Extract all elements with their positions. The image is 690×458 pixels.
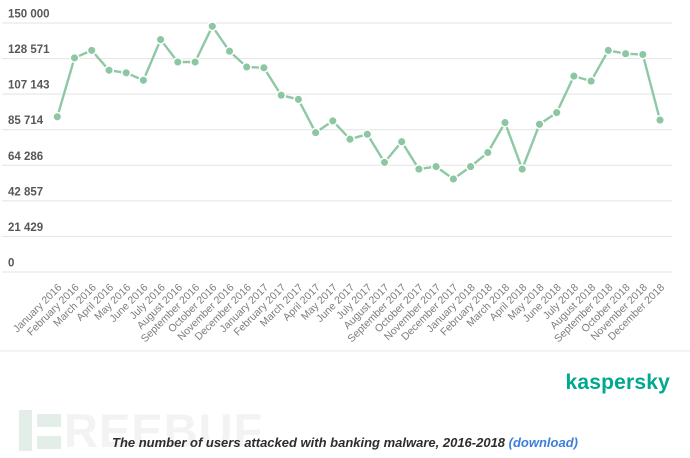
data-point: [190, 56, 201, 68]
data-point: [568, 71, 579, 82]
data-point: [276, 90, 287, 101]
series-line: [56, 25, 662, 181]
data-point: [69, 52, 80, 63]
data-point: [448, 173, 459, 185]
data-point: [344, 134, 356, 145]
y-tick-label: 85 714: [8, 115, 44, 127]
data-point: [293, 94, 304, 105]
data-point: [379, 157, 390, 168]
data-point: [586, 76, 597, 87]
data-point: [224, 46, 235, 57]
data-point: [499, 117, 511, 128]
download-link[interactable]: (download): [508, 435, 578, 450]
data-point: [620, 48, 631, 59]
data-point: [207, 21, 218, 32]
freebuf-watermark-letters: REEBUF: [64, 404, 264, 457]
data-point: [517, 164, 528, 175]
data-point: [362, 129, 373, 140]
freebuf-watermark: REEBUF: [19, 404, 264, 457]
data-point: [431, 161, 442, 172]
data-point: [121, 67, 132, 78]
y-tick-label: 42 857: [8, 186, 43, 198]
chart-canvas: 0 21 429 42 857 64 286 85 714 107 143 128 571 1…: [0, 9, 690, 352]
data-point: [413, 164, 424, 175]
footer: kaspersky REEBUF The number of users att…: [0, 355, 690, 458]
data-point: [258, 62, 269, 73]
data-point: [155, 34, 166, 45]
y-tick-label: 150 000: [8, 9, 50, 21]
data-point: [86, 45, 97, 56]
data-point: [534, 119, 545, 130]
data-point: [138, 75, 149, 86]
data-point: [551, 107, 562, 118]
y-tick-label: 0: [8, 258, 14, 270]
data-point: [482, 147, 493, 158]
data-point: [603, 45, 614, 56]
freebuf-logo-bar-bottom-icon: [37, 436, 61, 449]
data-point: [465, 161, 476, 172]
data-point: [103, 65, 115, 76]
caption-text: The number of users attacked with bankin…: [112, 435, 506, 450]
data-point: [637, 49, 648, 60]
data-point: [654, 115, 666, 126]
freebuf-logo-vertical-bar-icon: [19, 410, 32, 451]
banking-malware-chart: 0 21 429 42 857 64 286 85 714 107 143 128 571 1…: [0, 9, 690, 352]
y-tick-label: 128 571: [8, 44, 50, 56]
freebuf-logo-bar-top-icon: [37, 414, 61, 427]
kaspersky-logo: kaspersky: [565, 371, 670, 394]
data-point: [241, 61, 252, 73]
freebuf-logo-f-icon: [37, 410, 61, 449]
y-tick-label: 21 429: [8, 222, 43, 234]
data-point: [327, 115, 338, 126]
data-point: [310, 127, 321, 138]
y-tick-label: 64 286: [8, 151, 43, 163]
chart-caption: The number of users attacked with bankin…: [0, 435, 690, 450]
data-point: [396, 136, 407, 147]
y-tick-label: 107 143: [8, 80, 50, 92]
data-point: [172, 56, 183, 68]
data-point: [52, 111, 63, 122]
